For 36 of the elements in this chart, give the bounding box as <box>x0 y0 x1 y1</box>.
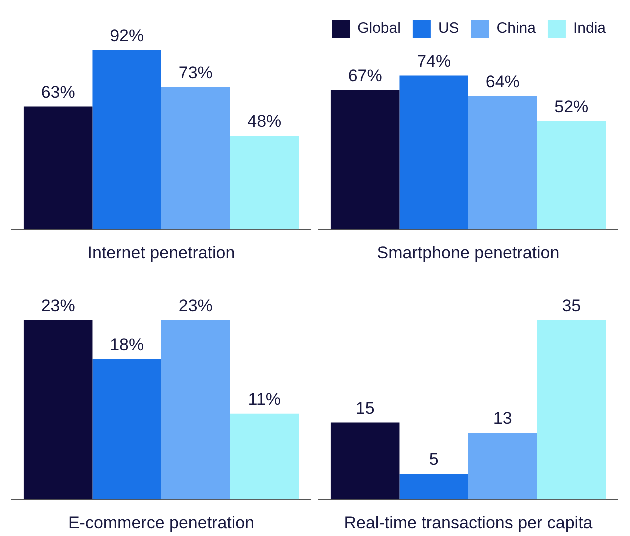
bar <box>468 432 538 500</box>
legend-label: China <box>496 20 537 38</box>
data-label: 13 <box>493 409 512 428</box>
data-label: 23% <box>178 296 213 316</box>
bar <box>330 90 400 230</box>
bar <box>400 76 468 230</box>
x-axis-title: Smartphone penetration <box>377 243 560 262</box>
data-label: 5 <box>429 450 439 470</box>
data-label: 48% <box>248 112 282 132</box>
bar <box>400 474 468 500</box>
data-label: 18% <box>110 335 144 354</box>
bar <box>330 422 400 500</box>
bar <box>230 136 300 230</box>
legend-label: India <box>573 20 607 38</box>
legend-label: Global <box>358 20 401 38</box>
data-label: 73% <box>178 64 213 82</box>
data-label: 52% <box>554 98 589 117</box>
data-label: 74% <box>417 52 452 71</box>
data-label: 63% <box>41 82 76 102</box>
data-label: 67% <box>348 66 382 86</box>
data-label: 92% <box>110 26 144 46</box>
bar <box>468 96 538 230</box>
bar <box>537 121 606 230</box>
legend-label: US <box>438 20 460 38</box>
bar <box>162 87 230 230</box>
bar <box>92 50 162 230</box>
data-label: 11% <box>248 390 282 410</box>
x-axis-title: Internet penetration <box>88 243 236 262</box>
x-axis-title: Real-time transactions per capita <box>344 513 594 532</box>
data-label: 23% <box>41 296 76 316</box>
bar <box>24 106 93 230</box>
bar <box>537 320 606 500</box>
data-label: 15 <box>356 398 375 418</box>
x-axis-title: E-commerce penetration <box>68 513 255 532</box>
data-label: 35 <box>562 296 582 316</box>
data-label: 64% <box>486 72 520 92</box>
